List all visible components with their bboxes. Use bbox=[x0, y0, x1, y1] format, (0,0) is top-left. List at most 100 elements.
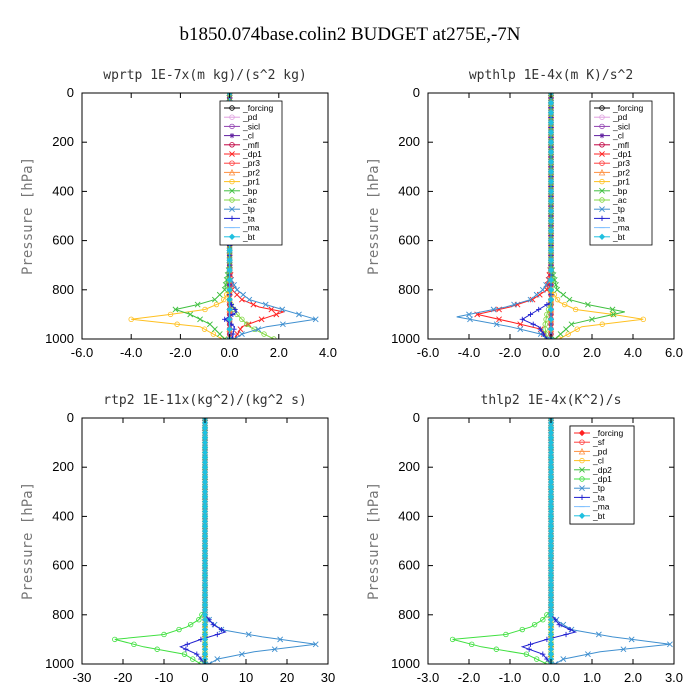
series-marker bbox=[279, 306, 286, 313]
series-marker bbox=[131, 641, 137, 648]
legend-marker bbox=[229, 151, 235, 157]
x-tick-label: -6.0 bbox=[71, 345, 93, 360]
legend-label: _cl bbox=[612, 131, 624, 141]
series-marker bbox=[540, 617, 546, 623]
series-marker bbox=[547, 325, 555, 333]
legend-marker bbox=[579, 457, 585, 464]
series-marker bbox=[537, 326, 543, 332]
series-marker bbox=[544, 336, 550, 339]
series-marker bbox=[526, 646, 532, 652]
y-tick-label: 1000 bbox=[391, 331, 420, 346]
legend-marker bbox=[579, 476, 585, 482]
x-tick-label: 4.0 bbox=[624, 345, 642, 360]
y-tick-label: 1000 bbox=[45, 656, 74, 671]
y-tick-label: 200 bbox=[398, 134, 420, 149]
legend-marker bbox=[579, 466, 585, 473]
series-marker bbox=[547, 257, 555, 264]
legend-label: _ma bbox=[592, 502, 610, 512]
series-marker bbox=[167, 311, 174, 318]
x-tick-label: -2.0 bbox=[458, 670, 480, 685]
legend-marker bbox=[579, 439, 585, 445]
series-group bbox=[112, 418, 319, 664]
series-marker bbox=[547, 316, 555, 323]
legend-marker bbox=[599, 178, 605, 185]
plot-frame bbox=[81, 92, 329, 340]
legend-label: _pr3 bbox=[612, 158, 630, 168]
legend-marker bbox=[229, 114, 235, 120]
legend-marker bbox=[578, 429, 586, 437]
legend: _forcing_pd_sicl_cl_mfl_dp1_pr3_pr2_pr1_… bbox=[219, 100, 283, 246]
series-marker bbox=[563, 631, 569, 638]
legend-label: _dp1 bbox=[592, 474, 612, 484]
legend-label: _pr1 bbox=[612, 177, 630, 187]
legend-label: _dp1 bbox=[242, 149, 262, 159]
series-marker bbox=[273, 311, 280, 318]
y-tick-label: 400 bbox=[52, 508, 74, 523]
series-marker bbox=[213, 301, 220, 308]
series-marker bbox=[176, 626, 182, 633]
series-marker bbox=[187, 621, 194, 628]
x-tick-label: 6.0 bbox=[665, 345, 683, 360]
legend-label: _ac bbox=[242, 195, 257, 205]
series-marker bbox=[547, 188, 555, 195]
series-marker bbox=[255, 326, 262, 333]
series-marker bbox=[268, 306, 275, 313]
y-tick-label: 600 bbox=[398, 558, 420, 573]
legend-marker bbox=[599, 197, 605, 203]
series-marker bbox=[449, 636, 456, 643]
series-marker bbox=[250, 301, 257, 308]
series-marker bbox=[246, 296, 253, 303]
y-tick-label: 600 bbox=[52, 233, 74, 248]
legend-marker bbox=[229, 178, 235, 185]
legend-marker bbox=[599, 187, 605, 194]
x-tick-label: 2.0 bbox=[583, 345, 601, 360]
series-marker bbox=[245, 321, 252, 328]
series-marker bbox=[221, 286, 228, 293]
series-marker bbox=[541, 331, 547, 337]
y-tick-label: 0 bbox=[67, 85, 74, 100]
series-marker bbox=[557, 331, 564, 337]
legend-label: _pr3 bbox=[242, 158, 260, 168]
series-marker bbox=[530, 321, 536, 327]
y-tick-label: 800 bbox=[52, 607, 74, 622]
series-marker bbox=[547, 158, 555, 166]
x-tick-label: -6.0 bbox=[417, 345, 439, 360]
series-marker bbox=[552, 661, 559, 664]
legend-label: _sicl bbox=[242, 121, 260, 131]
plot-panel: thlp2 1E-4x(K^2)/s Pressure [hPa] -3.0 -2.0… bbox=[366, 393, 683, 685]
series-marker bbox=[467, 316, 473, 323]
series-marker bbox=[184, 641, 190, 647]
legend-label: _pd bbox=[612, 112, 627, 122]
legend-marker bbox=[229, 105, 235, 111]
series-marker bbox=[216, 291, 223, 298]
panel-title: wpthlp 1E-4x(m K)/s^2 bbox=[469, 68, 633, 83]
panel-title: thlp2 1E-4x(K^2)/s bbox=[481, 393, 622, 408]
series-marker bbox=[560, 656, 567, 662]
series-marker bbox=[547, 286, 555, 293]
legend-marker bbox=[229, 206, 235, 213]
y-axis-label: Pressure [hPa] bbox=[366, 157, 382, 275]
series-marker bbox=[210, 331, 217, 337]
legend-label: _ma bbox=[242, 223, 260, 233]
legend-marker bbox=[579, 485, 585, 492]
series-marker bbox=[584, 651, 591, 658]
legend-label: _ta bbox=[612, 213, 625, 223]
series-marker bbox=[238, 651, 245, 658]
series-marker bbox=[226, 247, 233, 254]
series-marker bbox=[226, 286, 233, 293]
series-marker bbox=[527, 641, 534, 647]
series-marker bbox=[595, 631, 602, 638]
legend-label: _pr1 bbox=[242, 177, 260, 187]
legend-marker bbox=[599, 133, 605, 139]
y-tick-label: 400 bbox=[398, 183, 420, 198]
y-tick-label: 800 bbox=[398, 607, 420, 622]
y-tick-label: 1000 bbox=[391, 656, 420, 671]
figure-title: b1850.074base.colin2 BUDGET at275E,-7N bbox=[179, 24, 520, 45]
x-tick-label: 1.0 bbox=[583, 670, 601, 685]
y-tick-label: 800 bbox=[398, 282, 420, 297]
series-marker bbox=[222, 316, 228, 322]
series-marker bbox=[172, 306, 179, 313]
series-marker bbox=[229, 336, 235, 339]
series-marker bbox=[239, 316, 245, 323]
y-tick-label: 600 bbox=[52, 558, 74, 573]
